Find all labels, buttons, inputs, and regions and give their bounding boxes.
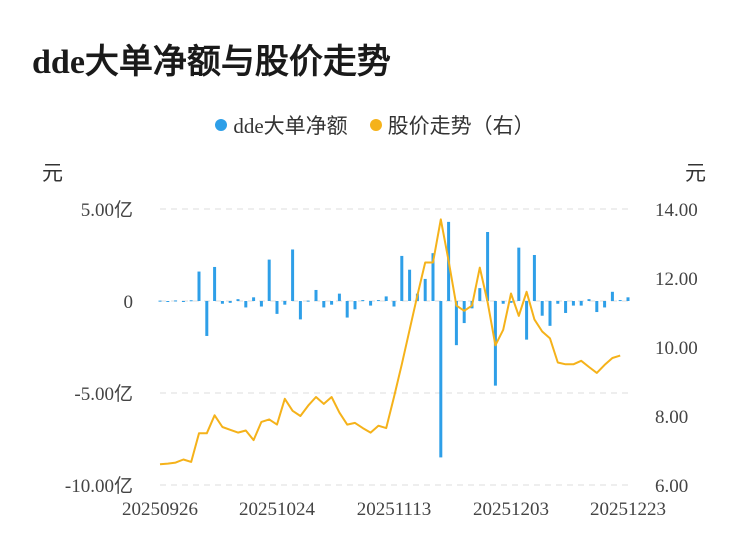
y-right-tick-label: 10.00 <box>655 338 698 359</box>
dde-bar <box>236 299 240 301</box>
y-right-tick-label: 14.00 <box>655 200 698 221</box>
dde-bar <box>213 266 217 301</box>
dde-bar <box>431 253 435 301</box>
dde-bar <box>298 301 302 320</box>
dde-bar <box>501 301 505 304</box>
legend-marker-price <box>369 119 382 131</box>
left-axis-unit: 元 <box>42 161 63 185</box>
dde-bar <box>486 232 490 301</box>
x-tick-label: 20251024 <box>239 499 316 520</box>
dde-bar <box>174 300 178 302</box>
dde-bar <box>314 289 318 301</box>
dde-bar <box>189 300 193 302</box>
dde-bar <box>306 300 310 302</box>
y-left-tick-label: 0 <box>124 292 134 313</box>
chart-title: dde大单净额与股价走势 <box>32 44 391 81</box>
x-tick-label: 20251113 <box>357 499 432 520</box>
dde-bar <box>400 255 404 301</box>
dde-bar <box>283 301 287 305</box>
dde-bar <box>462 301 466 324</box>
y-left-tick-label: -5.00亿 <box>74 383 133 405</box>
dde-bar <box>244 301 248 308</box>
dde-bar <box>618 300 622 302</box>
dde-bar <box>392 301 396 307</box>
price-line <box>159 218 621 466</box>
dde-bar <box>540 301 544 316</box>
dde-bar <box>220 301 224 304</box>
dde-bar <box>579 301 583 306</box>
dde-bar <box>259 301 263 307</box>
y-left-tick-label: 5.00亿 <box>81 199 133 221</box>
right-axis-unit: 元 <box>685 161 706 185</box>
dde-bar <box>345 301 349 318</box>
y-right-tick-label: 6.00 <box>655 476 688 497</box>
dde-bar <box>330 301 334 305</box>
dde-bar <box>267 259 271 301</box>
dde-bar <box>610 291 614 301</box>
dde-bar <box>509 301 513 303</box>
dde-bar <box>252 297 256 301</box>
dde-bar <box>571 301 575 306</box>
legend-item-price[interactable]: 股价走势（右） <box>369 110 535 140</box>
legend-item-dde[interactable]: dde大单净额 <box>215 110 348 140</box>
dde-bar <box>532 255 536 301</box>
dde-bar <box>291 249 295 301</box>
dde-bar <box>556 301 560 304</box>
dde-bar <box>158 300 162 302</box>
dde-bar <box>205 301 209 336</box>
dde-bar <box>595 301 599 313</box>
dde-bar <box>353 301 357 310</box>
dde-bar <box>369 301 373 306</box>
y-right-tick-label: 8.00 <box>655 407 688 428</box>
dde-bar <box>454 301 458 346</box>
dde-bar <box>587 299 591 301</box>
legend-marker-dde <box>215 119 228 131</box>
dde-bar <box>439 301 443 458</box>
dde-bar <box>626 297 630 301</box>
dde-bar <box>197 271 201 301</box>
dde-bar <box>525 301 529 340</box>
dde-bar <box>376 300 380 302</box>
x-tick-label: 20251203 <box>473 499 549 520</box>
dde-bar <box>478 288 482 301</box>
dde-bar <box>181 301 185 302</box>
x-tick-label: 20250926 <box>122 499 198 520</box>
dde-bar <box>423 278 427 301</box>
dde-bar <box>228 301 232 303</box>
dde-bar <box>322 301 326 308</box>
legend: dde大单净额 股价走势（右） <box>0 110 750 140</box>
legend-label-dde: dde大单净额 <box>233 114 348 138</box>
dde-bar <box>564 301 568 313</box>
dde-bar <box>384 296 388 301</box>
legend-label-price: 股价走势（右） <box>387 114 535 138</box>
dde-bar <box>408 269 412 301</box>
x-tick-label: 20251223 <box>590 499 666 520</box>
dde-bar <box>337 293 341 301</box>
dde-bar <box>603 301 607 308</box>
y-right-tick-label: 12.00 <box>655 269 698 290</box>
y-left-tick-label: -10.00亿 <box>65 475 133 497</box>
dde-bar <box>275 301 279 314</box>
dde-bar <box>517 247 521 301</box>
dde-bar <box>361 300 365 302</box>
dde-bar <box>166 301 170 302</box>
dde-bar <box>548 301 552 326</box>
